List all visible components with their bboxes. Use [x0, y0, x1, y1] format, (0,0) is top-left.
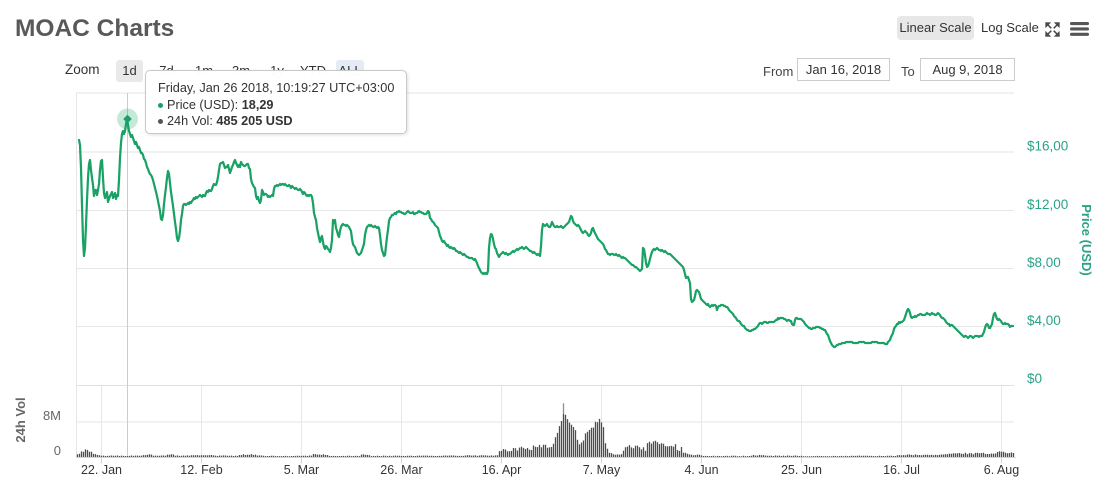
- svg-text:26. Mar: 26. Mar: [380, 463, 422, 477]
- svg-text:7. May: 7. May: [583, 463, 621, 477]
- svg-text:$4,00: $4,00: [1027, 313, 1061, 328]
- svg-text:16. Jul: 16. Jul: [883, 463, 920, 477]
- svg-text:Price (USD): Price (USD): [1079, 204, 1094, 276]
- svg-text:$16,00: $16,00: [1027, 139, 1068, 154]
- svg-text:0: 0: [54, 443, 61, 458]
- svg-text:12. Feb: 12. Feb: [180, 463, 222, 477]
- svg-text:5. Mar: 5. Mar: [284, 463, 319, 477]
- svg-text:8M: 8M: [43, 408, 61, 423]
- svg-text:$8,00: $8,00: [1027, 255, 1061, 270]
- svg-text:24h Vol: 24h Vol: [13, 397, 28, 442]
- svg-text:$12,00: $12,00: [1027, 197, 1068, 212]
- svg-text:6. Aug: 6. Aug: [984, 463, 1019, 477]
- svg-text:25. Jun: 25. Jun: [781, 463, 822, 477]
- svg-text:$0: $0: [1027, 371, 1042, 386]
- svg-text:4. Jun: 4. Jun: [684, 463, 718, 477]
- svg-text:16. Apr: 16. Apr: [482, 463, 522, 477]
- svg-text:22. Jan: 22. Jan: [81, 463, 122, 477]
